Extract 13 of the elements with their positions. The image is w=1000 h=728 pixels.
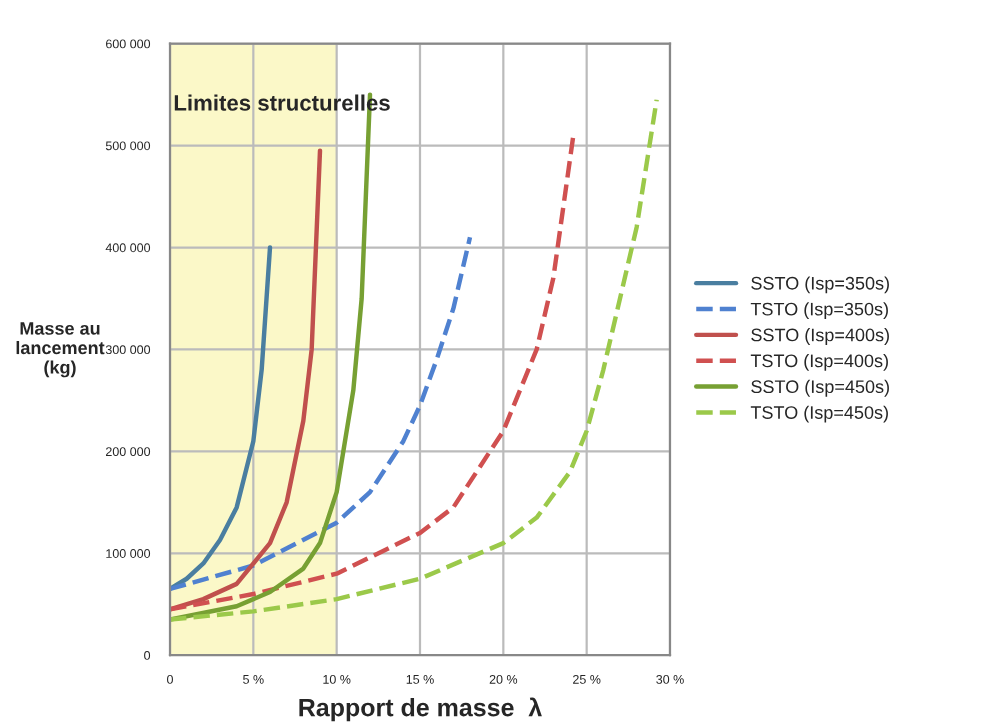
legend-label: TSTO (Isp=350s)	[750, 302, 888, 320]
legend-label: TSTO (Isp=400s)	[750, 353, 888, 371]
line-series	[170, 97, 659, 622]
line-series	[170, 245, 273, 592]
legend-label: SSTO (Isp=450s)	[751, 379, 889, 397]
legend-label: SSTO (Isp=400s)	[751, 328, 889, 345]
line-series	[170, 133, 576, 612]
legend-label: TSTO (Isp=450s)	[750, 405, 888, 423]
line-series	[170, 235, 473, 592]
y-axis-title: Masse au lancement (kg)	[16, 322, 105, 378]
x-axis-title: Rapport de masse λ	[299, 697, 542, 722]
legend-label: SSTO (Isp=350s)	[751, 276, 889, 294]
line-series	[170, 148, 323, 612]
